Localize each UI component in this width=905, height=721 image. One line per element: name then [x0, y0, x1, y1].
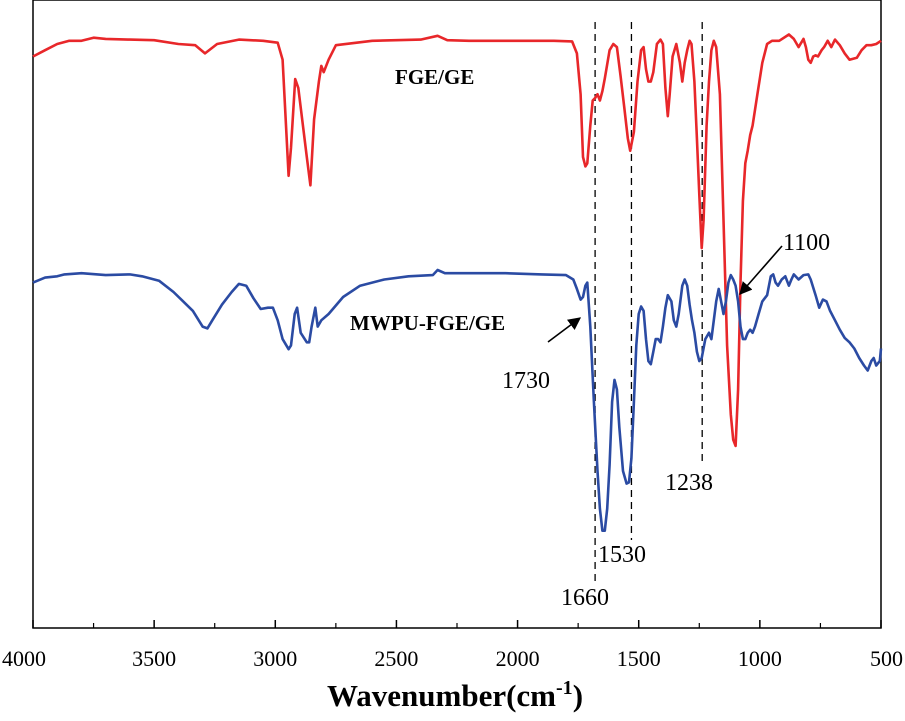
x-tick-label-500: 500 — [870, 646, 903, 671]
annotation-1730: 1730 — [502, 368, 550, 394]
x-axis-ticks: 4000 3500 3000 2500 2000 1500 1000 500 — [2, 620, 903, 671]
annotation-arrow-1100 — [739, 245, 783, 295]
series-line-fge-ge — [32, 33, 882, 448]
x-tick-label-1000: 1000 — [738, 646, 782, 671]
x-tick-label-4000: 4000 — [2, 646, 46, 671]
annotation-arrow-1730 — [547, 317, 582, 343]
x-axis-label-main: Wavenumber(cm — [327, 678, 556, 713]
x-axis-label-superscript: -1 — [556, 677, 573, 699]
x-tick-label-2000: 2000 — [496, 646, 540, 671]
series-label-fge-ge: FGE/GE — [395, 65, 474, 89]
x-axis-label: Wavenumber(cm-1) — [327, 677, 583, 713]
x-axis-label-close: ) — [573, 678, 583, 713]
annotation-1238: 1238 — [665, 470, 713, 496]
series-line-mwpu-fge-ge — [32, 268, 883, 532]
x-tick-label-3000: 3000 — [253, 646, 297, 671]
x-tick-label-2500: 2500 — [374, 646, 418, 671]
annotation-1100: 1100 — [783, 230, 830, 256]
x-tick-label-1500: 1500 — [617, 646, 661, 671]
x-tick-label-3500: 3500 — [132, 646, 176, 671]
plot-area: FGE/GE MWPU-FGE/GE 1730 1100 1238 1530 1… — [32, 0, 883, 629]
annotation-1530: 1530 — [598, 542, 646, 568]
annotation-1660: 1660 — [561, 585, 609, 611]
series-label-mwpu-fge-ge: MWPU-FGE/GE — [350, 311, 505, 335]
